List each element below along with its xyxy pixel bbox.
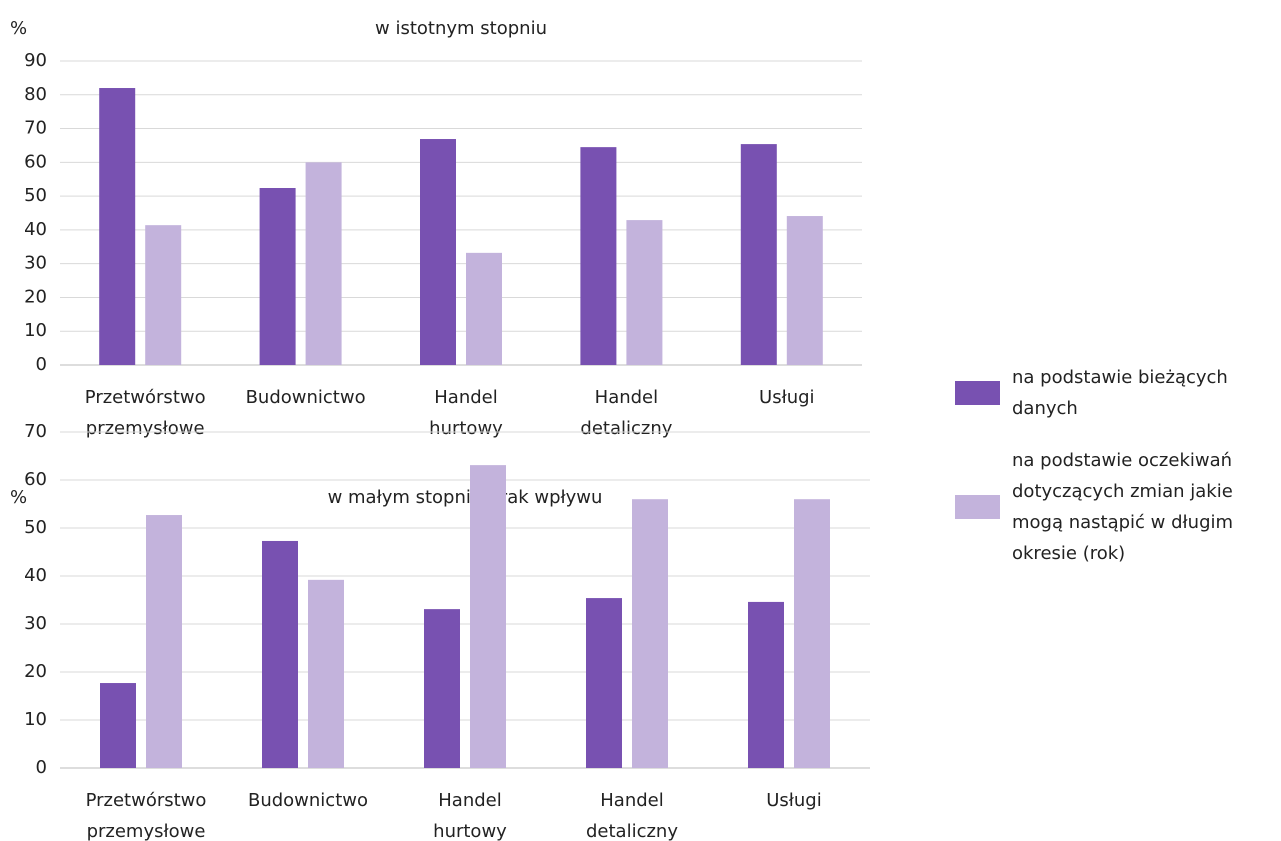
y-axis-label: % <box>10 18 27 39</box>
bar <box>580 147 617 365</box>
y-tick-label: 20 <box>24 286 47 307</box>
label-line: Przetwórstwo <box>86 790 207 811</box>
y-tick-label: 10 <box>24 320 47 341</box>
bar <box>424 609 460 768</box>
legend-label: na podstawie oczekiwań dotyczących zmian… <box>1012 450 1234 564</box>
bar <box>794 499 830 768</box>
label-line: detaliczny <box>586 821 678 841</box>
y-tick-label: 0 <box>36 354 47 375</box>
y-tick-label: 30 <box>24 253 47 274</box>
y-tick-label: 10 <box>24 709 47 730</box>
label-line: Handel <box>434 387 497 408</box>
label-line: przemysłowe <box>87 821 206 841</box>
bar <box>100 683 136 768</box>
legend-item: na podstawie bieżących danych <box>955 362 1281 424</box>
y-tick-label: 30 <box>24 613 47 634</box>
bar <box>262 540 298 768</box>
y-axis-label: % <box>10 487 27 508</box>
x-tick-label: Handel detaliczny <box>580 387 672 439</box>
charts: % w istotnym stopniu 0 10 20 30 40 50 60 70 80 90 Pr… <box>10 18 870 841</box>
bar <box>748 601 784 768</box>
x-tick-label: Handel hurtowy <box>433 790 507 841</box>
legend-label: na podstawie bieżących danych <box>1012 367 1228 419</box>
y-tick-label: 20 <box>24 661 47 682</box>
bar <box>740 144 777 365</box>
label-line: detaliczny <box>580 418 672 439</box>
bar <box>146 515 182 768</box>
bar <box>99 88 136 366</box>
bar <box>470 465 506 768</box>
bar <box>308 579 344 768</box>
y-tick-label: 70 <box>24 118 47 139</box>
y-tick-label: 70 <box>24 421 47 442</box>
chart-title: w istotnym stopniu <box>375 18 547 39</box>
x-tick-label: Handel hurtowy <box>429 387 503 439</box>
bar <box>466 252 502 365</box>
x-tick-label: Usługi <box>759 387 815 408</box>
label-line: Usługi <box>766 790 822 811</box>
label-line: Handel <box>600 790 663 811</box>
label-line: hurtowy <box>429 418 503 439</box>
chart-title: w małym stopniu/brak wpływu <box>328 487 603 508</box>
y-tick-label: 80 <box>24 84 47 105</box>
x-tick-label: Przetwórstwo przemysłowe <box>85 387 206 439</box>
label-line: przemysłowe <box>86 418 205 439</box>
y-tick-label: 0 <box>36 757 47 778</box>
bar <box>305 162 342 365</box>
x-tick-label: Budownictwo <box>248 790 368 811</box>
x-tick-label: Przetwórstwo przemysłowe <box>86 790 207 841</box>
y-tick-label: 50 <box>24 517 47 538</box>
legend-swatch <box>955 381 1000 405</box>
label-line: Przetwórstwo <box>85 387 206 408</box>
bar <box>626 220 663 365</box>
legend-item: na podstawie oczekiwań dotyczących zmian… <box>955 445 1281 569</box>
y-tick-label: 90 <box>24 50 47 71</box>
bar <box>420 139 456 365</box>
bar <box>259 188 296 365</box>
bar <box>586 598 622 768</box>
x-tick-label: Budownictwo <box>246 387 366 408</box>
label-line: Handel <box>595 387 658 408</box>
label-line: Budownictwo <box>246 387 366 408</box>
y-tick-label: 40 <box>24 219 47 240</box>
y-tick-label: 60 <box>24 469 47 490</box>
bar <box>145 225 182 365</box>
legend-swatch <box>955 495 1000 519</box>
bar <box>786 216 823 365</box>
y-tick-label: 50 <box>24 185 47 206</box>
label-line: Handel <box>438 790 501 811</box>
x-tick-label: Usługi <box>766 790 822 811</box>
x-tick-label: Handel detaliczny <box>586 790 678 841</box>
y-tick-label: 60 <box>24 151 47 172</box>
label-line: Usługi <box>759 387 815 408</box>
label-line: Budownictwo <box>248 790 368 811</box>
y-tick-label: 40 <box>24 565 47 586</box>
label-line: hurtowy <box>433 821 507 841</box>
bar <box>632 499 668 768</box>
